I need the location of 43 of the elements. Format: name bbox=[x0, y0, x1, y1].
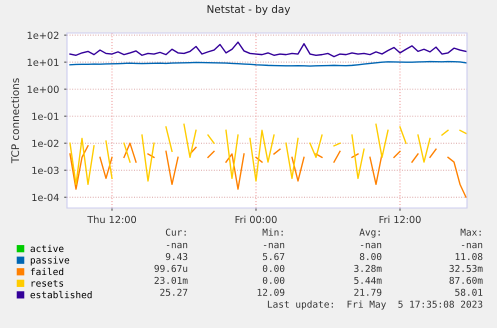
x-tick-label: Fri 12:00 bbox=[380, 216, 421, 224]
text: Last update: Fri May 5 17:35:08 2023 bbox=[268, 300, 482, 310]
text: 11.08 bbox=[456, 253, 482, 260]
text: Cur: bbox=[166, 228, 186, 236]
text: -nan bbox=[360, 242, 382, 248]
text: 25.27 bbox=[160, 288, 188, 296]
text: 9.43 bbox=[166, 253, 188, 260]
text: Avg: bbox=[359, 228, 380, 238]
text: 0.00 bbox=[262, 264, 284, 272]
text: Min: bbox=[262, 228, 283, 236]
y-tick-label: 1e+01 bbox=[28, 58, 58, 66]
legend-label: failed bbox=[30, 268, 64, 276]
y-tick-label: 1e+02 bbox=[28, 32, 58, 39]
text: 99.67u bbox=[154, 264, 188, 272]
text: 32.53m bbox=[450, 264, 483, 272]
y-tick-label: 1e-04 bbox=[32, 194, 59, 202]
text: 87.60m bbox=[449, 276, 483, 284]
text: 5.67 bbox=[262, 253, 284, 260]
text: 12.09 bbox=[258, 288, 284, 296]
text: -nan bbox=[264, 242, 284, 248]
x-tick-label: Fri 00:00 bbox=[236, 216, 277, 224]
legend-label: established bbox=[30, 290, 92, 298]
text: 8.00 bbox=[360, 253, 382, 260]
legend-label: passive bbox=[30, 256, 70, 266]
text: 5.44m bbox=[354, 276, 382, 284]
text: 23.01m bbox=[154, 276, 188, 284]
y-tick-label: 1e-02 bbox=[32, 140, 58, 148]
text: 0.00 bbox=[262, 276, 284, 284]
x-tick-label: Thu 12:00 bbox=[87, 216, 136, 224]
line-series bbox=[69, 41, 467, 58]
y-tick-label: 1e-01 bbox=[32, 112, 58, 120]
chart-title: Netstat - by day bbox=[208, 4, 290, 16]
y-axis-title: TCP connections bbox=[11, 78, 20, 164]
y-tick-label: 1e-03 bbox=[32, 166, 59, 174]
text: -nan bbox=[166, 242, 188, 248]
legend-label: resets bbox=[32, 280, 64, 287]
text: 21.79 bbox=[354, 288, 382, 296]
text: -nan bbox=[462, 242, 482, 248]
y-tick-label: 1e+00 bbox=[28, 86, 59, 94]
text: 58.01 bbox=[455, 288, 482, 296]
text: 3.28m bbox=[354, 264, 382, 272]
text: Max: bbox=[460, 228, 481, 236]
legend-label: active bbox=[30, 244, 64, 252]
